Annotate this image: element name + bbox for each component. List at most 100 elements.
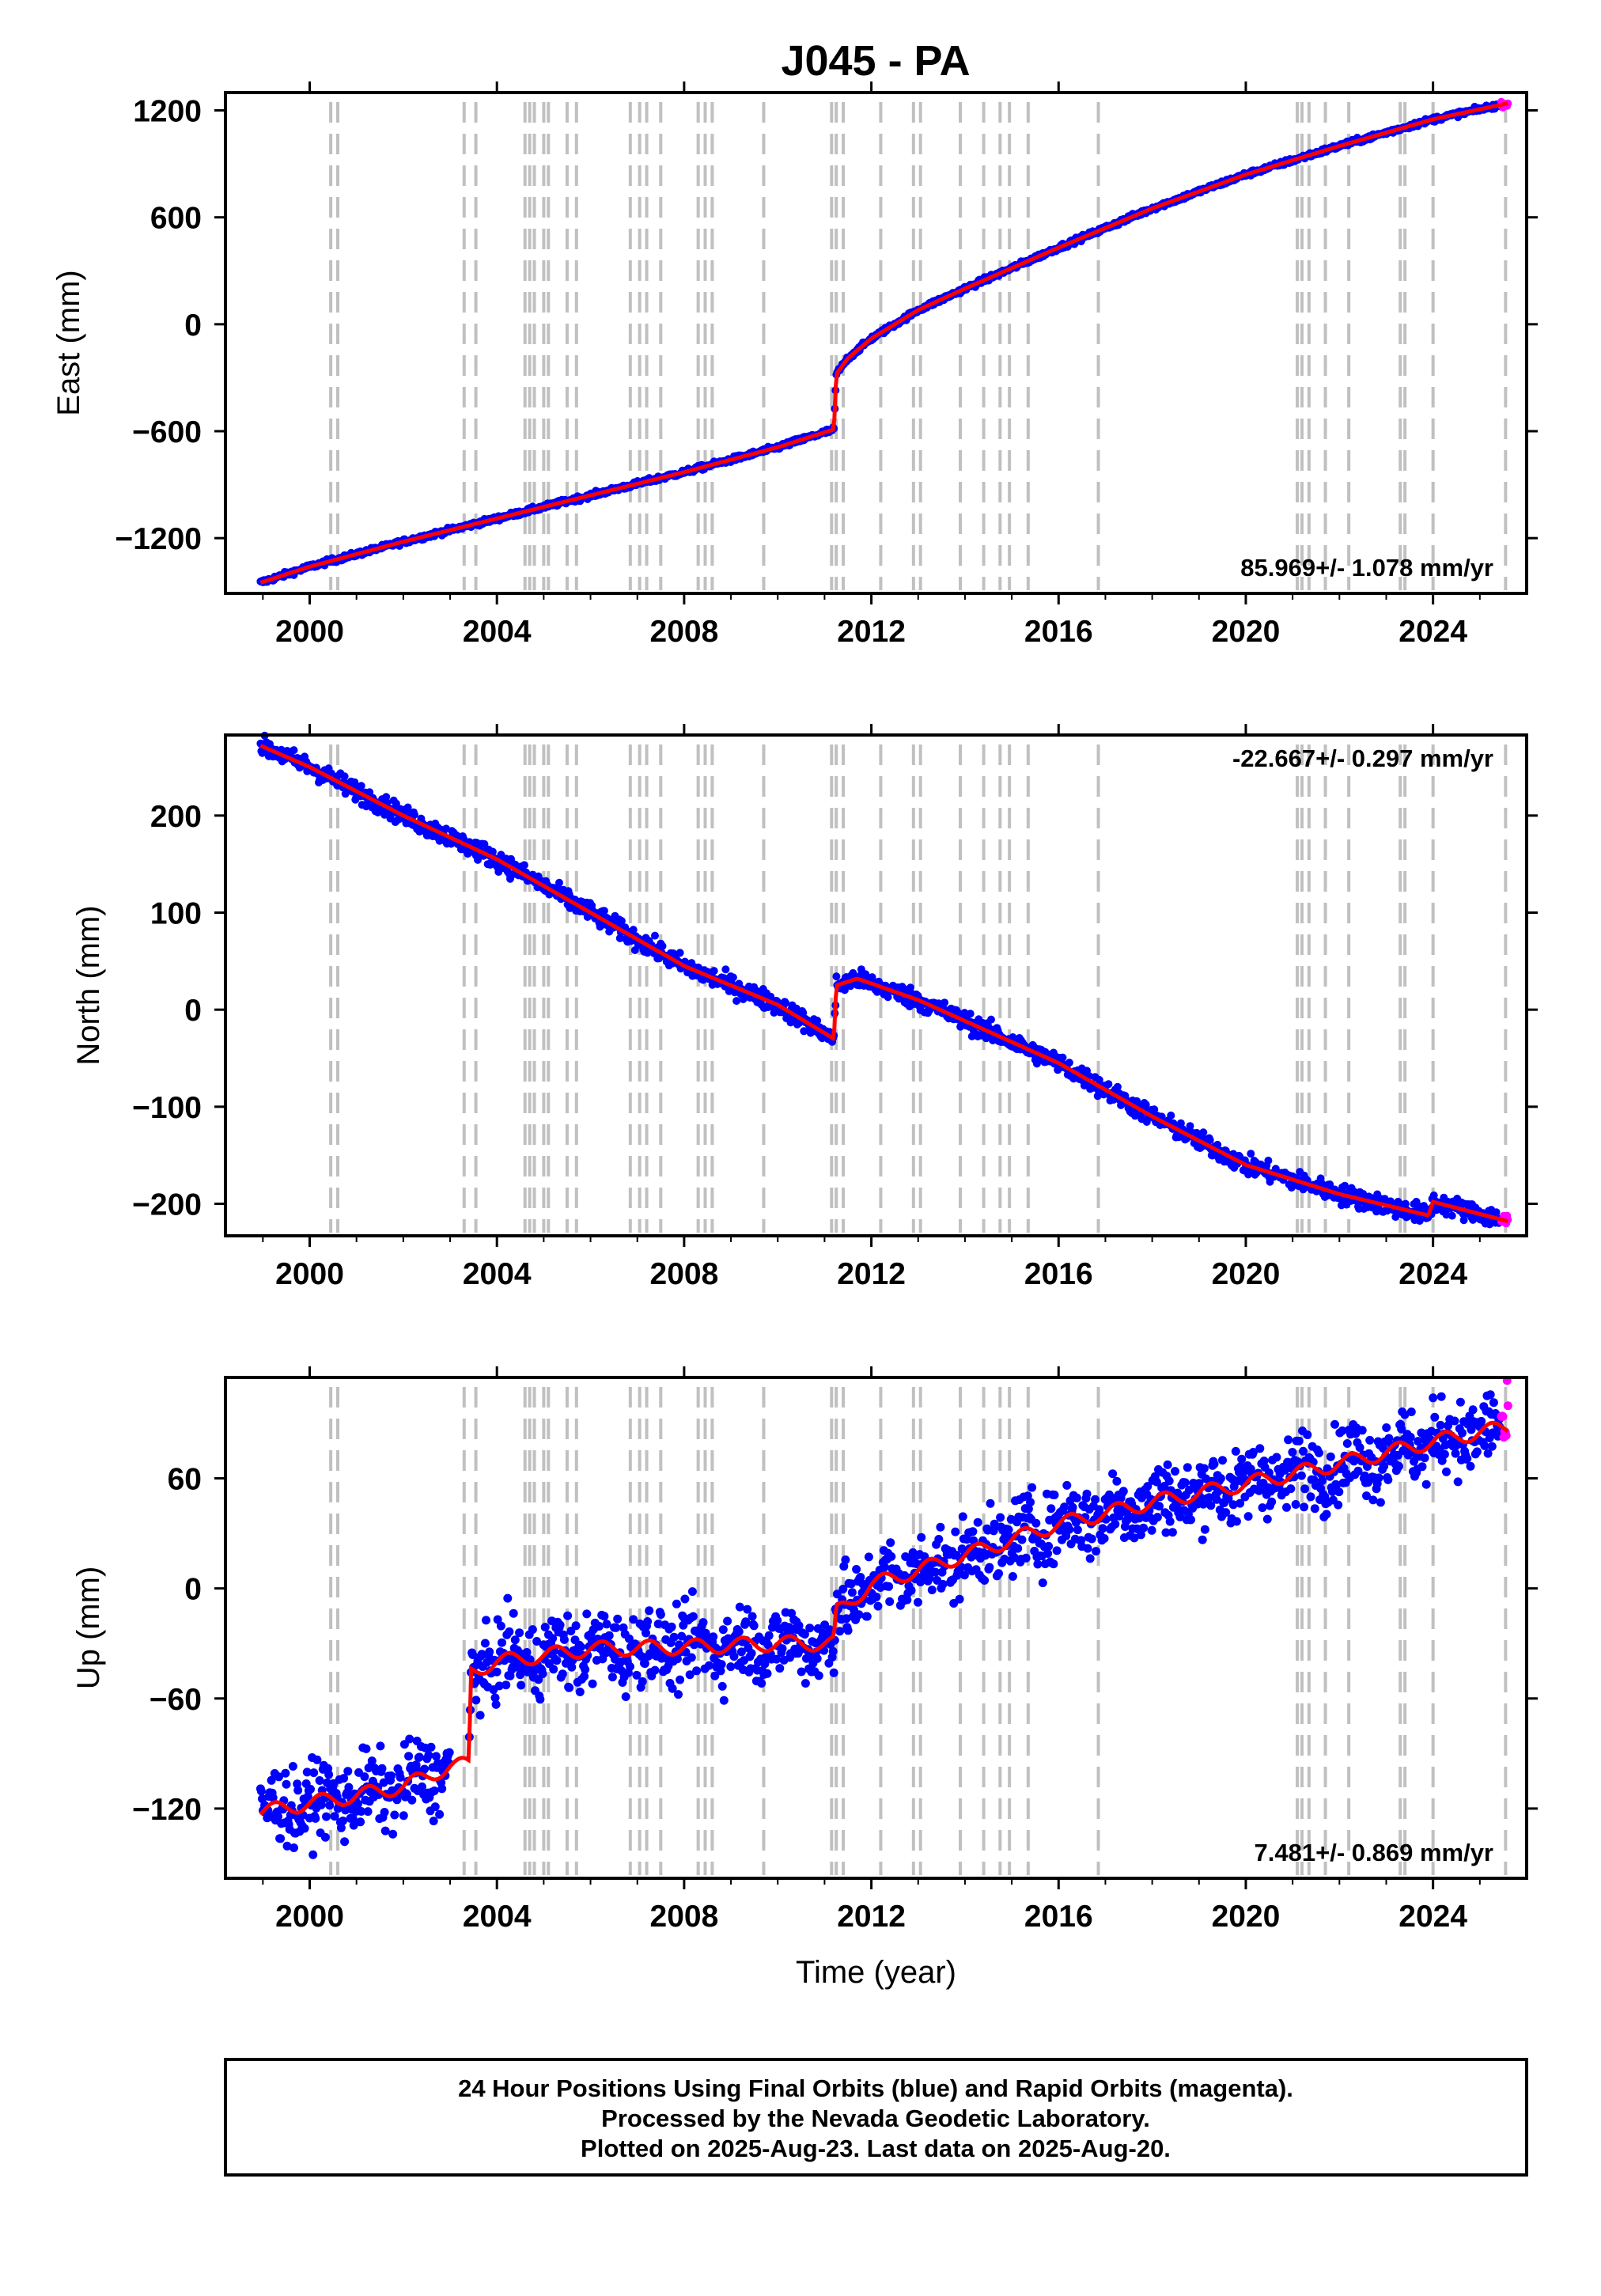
data-point: [1288, 1448, 1297, 1457]
y-tick-label: 600: [150, 202, 202, 236]
data-point: [687, 1587, 697, 1597]
data-point: [1489, 1398, 1498, 1408]
data-point: [306, 1784, 315, 1794]
data-point: [1342, 1439, 1352, 1448]
x-tick-label: 2024: [1399, 1257, 1467, 1291]
data-point: [1083, 1544, 1092, 1553]
y-axis-label: East (mm): [51, 270, 86, 415]
event-lines: [329, 744, 1508, 1233]
x-tick-label: 2012: [837, 1257, 906, 1291]
data-point: [917, 1533, 926, 1542]
data-point: [1272, 1453, 1281, 1462]
data-point: [1183, 1463, 1192, 1472]
data-point: [955, 1594, 964, 1604]
data-point: [1062, 1480, 1072, 1490]
x-tick-label: 2004: [463, 1257, 532, 1291]
data-point: [994, 1569, 1003, 1578]
data-point: [1199, 1128, 1208, 1137]
data-point: [680, 1594, 690, 1604]
y-axis-label: North (mm): [71, 905, 106, 1065]
data-point: [1306, 1492, 1315, 1502]
data-point: [600, 1612, 609, 1621]
rate-label: 85.969+/- 1.078 mm/yr: [1240, 554, 1493, 582]
data-point: [841, 1555, 850, 1564]
data-point: [1073, 1525, 1082, 1535]
data-point: [1294, 1436, 1304, 1445]
data-point: [571, 1621, 581, 1631]
data-point: [1334, 1500, 1343, 1510]
data-point: [958, 1512, 967, 1521]
data-point: [718, 1625, 728, 1635]
data-point: [1442, 1467, 1451, 1476]
data-point: [1303, 1430, 1312, 1439]
data-point: [800, 1679, 810, 1688]
y-tick-label: 0: [184, 1573, 202, 1607]
data-point: [1008, 1572, 1017, 1581]
data-point: [667, 1622, 676, 1631]
x-tick-label: 2020: [1212, 615, 1281, 649]
x-tick-label: 2004: [463, 615, 532, 649]
data-point: [387, 1771, 396, 1780]
data-point: [748, 1612, 757, 1621]
data-point: [749, 1621, 759, 1631]
model-line: [259, 101, 1508, 585]
y-tick-label: −200: [132, 1188, 202, 1222]
data-point: [872, 1593, 881, 1601]
data-point: [1198, 1535, 1207, 1544]
data-point: [300, 1824, 309, 1833]
data-point: [363, 1807, 373, 1817]
data-point: [1382, 1423, 1391, 1432]
data-point: [538, 1669, 547, 1679]
data-point: [1436, 1392, 1446, 1401]
data-point: [704, 1661, 713, 1670]
data-point: [1065, 1525, 1074, 1534]
data-point: [987, 1015, 995, 1024]
data-point: [426, 1742, 436, 1752]
data-point: [536, 1695, 545, 1704]
data-point: [1017, 1535, 1027, 1544]
data-point: [361, 1744, 371, 1753]
data-point: [797, 1667, 806, 1677]
data-point: [565, 1683, 574, 1692]
data-point: [445, 1748, 454, 1757]
data-point: [1104, 1080, 1113, 1089]
data-point: [1243, 1512, 1253, 1521]
data-point: [885, 1597, 895, 1606]
data-point: [1300, 1484, 1310, 1494]
data-point: [482, 1616, 490, 1625]
data-point: [1310, 1504, 1319, 1514]
data-point: [687, 1653, 696, 1662]
data-point: [773, 1616, 782, 1625]
data-point: [805, 1623, 815, 1633]
data-point: [1267, 1497, 1277, 1506]
data-point: [595, 1622, 604, 1631]
data-point: [290, 1843, 298, 1852]
data-point: [726, 1662, 736, 1672]
data-point: [1300, 1502, 1309, 1512]
data-point: [651, 931, 659, 940]
data-point: [747, 1649, 756, 1658]
data-point: [1440, 1449, 1449, 1459]
data-point: [873, 1601, 883, 1611]
data-point: [1247, 1150, 1255, 1158]
y-tick-label: 200: [150, 800, 202, 834]
plot-frame: [224, 91, 1528, 595]
data-point: [1463, 1454, 1472, 1463]
data-point: [344, 1783, 354, 1792]
data-point: [843, 1626, 853, 1635]
data-point: [1163, 1460, 1172, 1469]
data-point: [710, 967, 718, 976]
y-tick-label: −120: [132, 1793, 202, 1827]
data-point: [709, 1632, 718, 1642]
x-tick-label: 2020: [1212, 1257, 1281, 1291]
rate-label: -22.667+/- 0.297 mm/yr: [1232, 744, 1493, 772]
data-point: [503, 1593, 513, 1603]
x-tick-label: 2000: [275, 615, 344, 649]
data-point: [1216, 1474, 1225, 1483]
y-tick-label: 60: [168, 1463, 202, 1497]
data-point: [828, 1646, 838, 1656]
x-tick-label: 2016: [1024, 615, 1093, 649]
data-point: [717, 1681, 727, 1691]
data-point: [435, 1809, 445, 1819]
data-point: [1330, 1419, 1339, 1429]
